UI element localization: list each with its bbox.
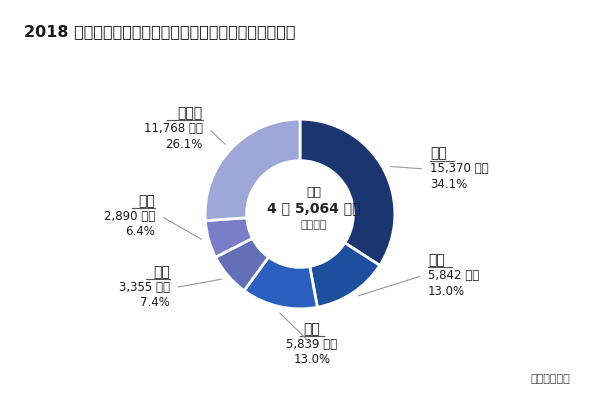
Text: 3,355 億円: 3,355 億円: [119, 281, 170, 294]
Text: 26.1%: 26.1%: [166, 138, 203, 150]
Text: （速報）: （速報）: [301, 220, 328, 230]
Text: 2018 年の国籍・地域別の訪日外国人旅行消費額と構成比: 2018 年の国籍・地域別の訪日外国人旅行消費額と構成比: [24, 24, 296, 39]
Text: 台湾: 台湾: [304, 322, 320, 336]
Text: 11,768 億円: 11,768 億円: [144, 122, 203, 135]
Wedge shape: [244, 257, 317, 309]
Wedge shape: [205, 218, 253, 257]
Text: 5,842 億円: 5,842 億円: [428, 269, 479, 282]
Text: 6.4%: 6.4%: [125, 225, 155, 238]
Text: 韓国: 韓国: [428, 253, 445, 267]
Text: 出所：観光庁: 出所：観光庁: [530, 374, 570, 384]
Text: 米国: 米国: [139, 194, 155, 208]
Wedge shape: [300, 119, 395, 265]
Wedge shape: [205, 119, 300, 221]
Text: 香港: 香港: [153, 265, 170, 279]
Text: 15,370 億円: 15,370 億円: [430, 162, 489, 176]
Text: 7.4%: 7.4%: [140, 296, 170, 310]
Text: 34.1%: 34.1%: [430, 178, 467, 191]
Text: その他: その他: [178, 106, 203, 120]
Text: 13.0%: 13.0%: [428, 284, 465, 298]
Text: 2,890 億円: 2,890 億円: [104, 210, 155, 223]
Wedge shape: [310, 243, 380, 307]
Text: 5,839 億円: 5,839 億円: [286, 338, 337, 351]
Text: 中国: 中国: [430, 146, 447, 160]
Text: 総額: 総額: [307, 186, 322, 199]
Text: 13.0%: 13.0%: [293, 353, 331, 366]
Wedge shape: [215, 238, 269, 291]
Text: 4 兆 5,064 億円: 4 兆 5,064 億円: [268, 201, 361, 215]
